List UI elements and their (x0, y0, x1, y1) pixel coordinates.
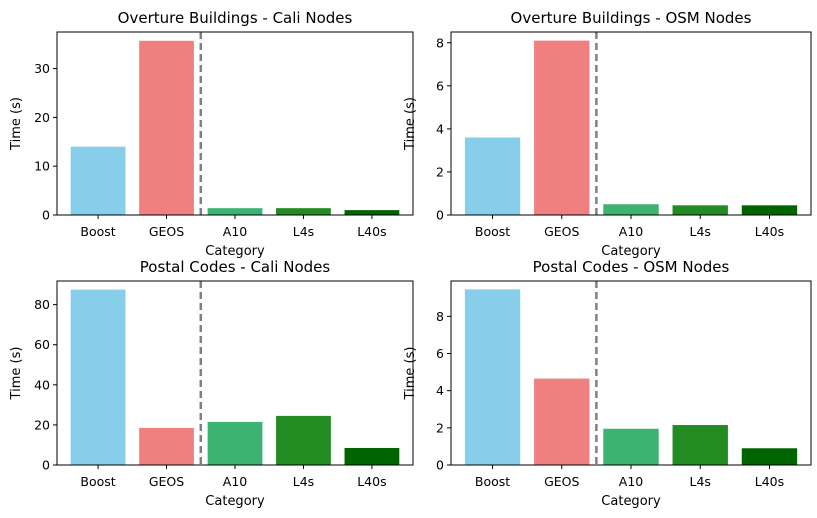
x-tick-label: L40s (755, 224, 784, 239)
chart-title: Postal Codes - Cali Nodes (140, 258, 331, 276)
bar-a10 (207, 421, 263, 465)
bar-l40s (344, 447, 400, 465)
x-axis-label: Category (601, 244, 661, 259)
bar-l4s (276, 415, 331, 465)
bar-geos (534, 40, 590, 216)
x-tick-label: L4s (690, 224, 711, 239)
chart-title: Overture Buildings - OSM Nodes (511, 9, 752, 27)
y-tick-label: 20 (34, 417, 50, 432)
x-tick-label: L4s (293, 224, 314, 239)
y-tick-label: 0 (436, 208, 444, 223)
y-tick-label: 20 (34, 110, 50, 125)
y-tick-label: 80 (34, 297, 50, 312)
x-axis-label: Category (601, 494, 661, 509)
bar-a10 (603, 204, 659, 215)
bar-l4s (672, 425, 728, 465)
x-tick-label: A10 (223, 224, 248, 239)
subplot-1: Boost GEOS A10 L4s L40s 0 10 20 30 Overture Build… (9, 9, 414, 259)
subplot-3: Boost GEOS A10 L4s L40s 0 20 40 60 80 Postal Codes… (9, 258, 414, 509)
x-tick-label: Boost (80, 474, 115, 489)
y-tick-label: 30 (34, 61, 50, 76)
y-tick-label: 40 (34, 377, 50, 392)
bar-boost (70, 146, 126, 215)
y-axis-label: Time (s) (9, 347, 24, 401)
x-tick-label: L40s (357, 474, 386, 489)
x-tick-label: A10 (619, 224, 644, 239)
bar-l40s (344, 210, 400, 215)
y-tick-label: 2 (436, 164, 444, 179)
x-tick-label: Boost (475, 224, 510, 239)
x-tick-label: A10 (223, 474, 248, 489)
chart-title: Postal Codes - OSM Nodes (533, 258, 730, 276)
y-tick-label: 8 (436, 35, 444, 50)
x-tick-label: L4s (293, 474, 314, 489)
x-tick-label: Boost (475, 474, 510, 489)
x-axis-label: Category (205, 244, 265, 259)
bar-boost (464, 289, 521, 465)
y-tick-label: 0 (436, 458, 444, 473)
bar-boost (464, 137, 521, 215)
y-tick-label: 4 (436, 121, 444, 136)
bar-geos (534, 378, 590, 465)
x-tick-label: L40s (755, 474, 784, 489)
y-tick-label: 0 (42, 208, 50, 223)
x-tick-label: A10 (619, 474, 644, 489)
x-tick-label: GEOS (544, 224, 579, 239)
y-tick-label: 10 (34, 159, 50, 174)
y-tick-label: 6 (436, 346, 444, 361)
bar-geos (139, 40, 194, 216)
x-axis-label: Category (205, 494, 265, 509)
x-tick-label: Boost (80, 224, 115, 239)
x-tick-label: GEOS (149, 474, 184, 489)
x-tick-label: GEOS (149, 224, 184, 239)
x-tick-label: L40s (357, 224, 386, 239)
y-tick-label: 4 (436, 383, 444, 398)
subplot-4: Boost GEOS A10 L4s L40s 0 2 4 6 8 Postal Codes - O… (403, 258, 812, 509)
y-tick-label: 8 (436, 309, 444, 324)
y-axis-label: Time (s) (9, 97, 24, 151)
bar-a10 (603, 428, 659, 465)
bar-a10 (207, 208, 263, 215)
chart-title: Overture Buildings - Cali Nodes (118, 9, 353, 27)
y-tick-label: 0 (42, 458, 50, 473)
bar-l4s (672, 205, 728, 215)
subplot-2: Boost GEOS A10 L4s L40s 0 2 4 6 8 Overture Buildin… (403, 9, 812, 259)
bar-l40s (741, 448, 798, 465)
y-tick-label: 60 (34, 337, 50, 352)
y-tick-label: 2 (436, 420, 444, 435)
y-axis-label: Time (s) (403, 347, 418, 401)
x-tick-label: L4s (690, 474, 711, 489)
x-tick-label: GEOS (544, 474, 579, 489)
y-tick-label: 6 (436, 78, 444, 93)
bar-l4s (276, 208, 331, 215)
bar-l40s (741, 205, 798, 215)
bar-geos (139, 427, 194, 465)
y-axis-label: Time (s) (403, 97, 418, 151)
bar-boost (70, 289, 126, 465)
